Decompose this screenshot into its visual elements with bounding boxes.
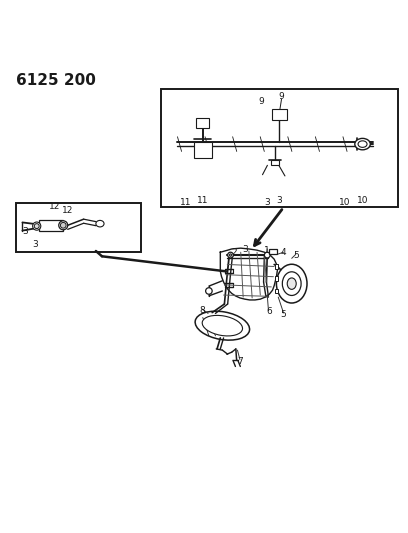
Bar [275, 288, 278, 294]
Circle shape [229, 254, 232, 256]
Text: 3: 3 [277, 196, 282, 205]
Text: 11: 11 [180, 198, 191, 207]
Text: 4: 4 [281, 248, 286, 257]
Text: 5: 5 [281, 310, 286, 319]
Text: 11: 11 [197, 196, 208, 205]
Ellipse shape [96, 221, 104, 227]
Circle shape [264, 252, 270, 258]
Circle shape [33, 222, 41, 230]
Ellipse shape [282, 272, 301, 295]
Ellipse shape [355, 139, 370, 150]
Circle shape [34, 224, 39, 229]
Text: 6125 200: 6125 200 [16, 72, 96, 88]
Text: 3: 3 [243, 245, 248, 254]
Bar [275, 276, 278, 281]
Ellipse shape [358, 141, 367, 147]
Ellipse shape [276, 264, 307, 303]
Text: 10: 10 [339, 198, 350, 207]
Text: 2: 2 [231, 248, 237, 257]
Ellipse shape [195, 311, 250, 340]
Bar [16, 203, 141, 252]
Bar [269, 249, 277, 254]
Text: 12: 12 [49, 201, 61, 211]
Bar [271, 160, 279, 165]
Text: 3: 3 [22, 227, 28, 236]
Bar [39, 220, 63, 231]
Bar [196, 118, 209, 128]
Ellipse shape [287, 278, 296, 289]
Text: 3: 3 [32, 239, 38, 248]
Circle shape [228, 252, 233, 258]
Text: 6: 6 [266, 308, 272, 316]
Text: 9: 9 [279, 92, 284, 101]
Bar [161, 89, 398, 207]
Text: 3: 3 [264, 198, 270, 207]
Ellipse shape [202, 316, 242, 336]
Text: 10: 10 [357, 196, 368, 205]
Bar [275, 264, 278, 269]
Text: 1: 1 [264, 246, 270, 255]
Bar [272, 109, 287, 119]
Text: 8: 8 [199, 305, 205, 314]
Text: 9: 9 [258, 97, 264, 106]
Circle shape [60, 222, 66, 228]
Circle shape [206, 288, 212, 294]
Text: 5: 5 [293, 251, 299, 260]
Bar [193, 142, 211, 158]
Text: 7: 7 [237, 357, 243, 366]
Text: 12: 12 [62, 206, 73, 215]
Circle shape [59, 221, 68, 230]
